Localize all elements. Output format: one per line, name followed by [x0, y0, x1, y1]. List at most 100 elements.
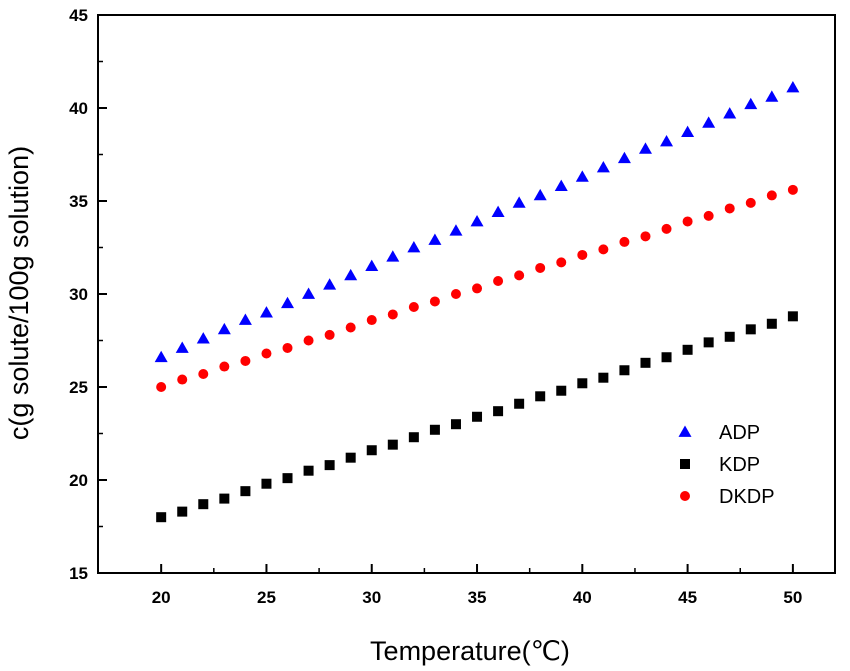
data-point-adp [491, 205, 505, 218]
data-point-dkdp [282, 342, 293, 353]
y-tick-label: 45 [69, 6, 88, 25]
data-point-dkdp [303, 335, 314, 346]
x-tick-label: 50 [783, 588, 802, 607]
legend-label-adp: ADP [719, 422, 760, 444]
data-point-adp [765, 90, 779, 102]
data-point-kdp [303, 465, 314, 476]
data-point-dkdp [261, 348, 272, 359]
data-point-dkdp [661, 223, 672, 234]
data-point-adp [744, 97, 758, 110]
y-axis-ticks: 15 20 25 30 35 40 45 [69, 6, 107, 583]
data-point-kdp [387, 439, 398, 450]
x-tick-label: 30 [362, 588, 381, 607]
data-point-adp [596, 161, 610, 173]
data-point-kdp [177, 506, 188, 517]
data-point-dkdp [366, 315, 377, 326]
data-point-adp [470, 214, 484, 227]
y-tick-label: 40 [69, 99, 88, 118]
x-tick-label: 20 [152, 588, 171, 607]
series-layer [154, 81, 800, 523]
data-point-adp [323, 278, 337, 290]
y-tick-label: 35 [69, 192, 88, 211]
data-point-kdp [745, 324, 756, 335]
data-point-dkdp [198, 368, 209, 379]
legend-marker-kdp [680, 459, 690, 469]
data-point-kdp [787, 311, 798, 322]
y-tick-label: 30 [69, 285, 88, 304]
data-point-adp [660, 134, 674, 147]
data-point-dkdp [619, 236, 630, 247]
x-tick-label: 45 [678, 588, 697, 607]
x-axis-ticks: 20 25 30 35 40 45 50 [152, 564, 802, 607]
data-point-adp [238, 313, 252, 325]
data-point-kdp [219, 493, 230, 504]
data-point-adp [217, 322, 231, 335]
data-point-dkdp [408, 302, 419, 313]
data-point-kdp [640, 357, 651, 368]
data-point-adp [617, 151, 631, 164]
x-tick-label: 40 [573, 588, 592, 607]
data-point-kdp [345, 452, 356, 463]
x-tick-label: 35 [468, 588, 487, 607]
data-point-kdp [324, 460, 335, 471]
data-point-adp [175, 341, 189, 353]
data-point-kdp [261, 478, 272, 489]
y-tick-label: 20 [69, 471, 88, 490]
series-dkdp [156, 184, 798, 392]
data-point-dkdp [345, 322, 356, 333]
data-point-kdp [198, 499, 209, 510]
x-axis-title: Temperature(℃) [370, 636, 570, 666]
data-point-adp [302, 287, 316, 299]
data-point-kdp [682, 344, 693, 355]
data-point-dkdp [450, 289, 461, 299]
data-point-dkdp [724, 203, 735, 214]
data-point-dkdp [493, 275, 504, 286]
data-point-kdp [535, 391, 546, 402]
data-point-dkdp [324, 329, 335, 340]
data-point-kdp [240, 486, 251, 497]
data-point-kdp [472, 411, 483, 422]
data-point-kdp [450, 419, 461, 430]
data-point-adp [786, 81, 800, 93]
data-point-dkdp [429, 296, 440, 307]
data-point-kdp [366, 445, 377, 456]
data-point-dkdp [514, 270, 525, 281]
data-point-kdp [556, 385, 567, 396]
data-point-dkdp [640, 231, 651, 242]
data-point-adp [428, 233, 442, 245]
data-point-dkdp [219, 361, 230, 372]
data-point-adp [533, 188, 547, 201]
data-point-adp [196, 332, 210, 344]
data-point-dkdp [177, 374, 188, 385]
data-point-dkdp [156, 382, 167, 392]
data-point-adp [702, 116, 716, 128]
data-point-dkdp [472, 283, 483, 294]
data-point-adp [154, 350, 168, 363]
data-point-dkdp [535, 262, 546, 273]
data-point-dkdp [766, 190, 777, 201]
data-point-kdp [156, 512, 167, 523]
data-point-kdp [598, 372, 609, 383]
legend-marker-adp [678, 425, 692, 437]
data-point-adp [681, 125, 695, 138]
series-kdp [156, 311, 798, 523]
data-point-dkdp [387, 309, 398, 320]
data-point-dkdp [703, 210, 714, 221]
data-point-dkdp [787, 184, 798, 195]
legend-marker-dkdp [680, 491, 690, 501]
legend-label-dkdp: DKDP [719, 486, 775, 508]
data-point-dkdp [598, 244, 609, 255]
series-adp [154, 81, 800, 363]
legend-label-kdp: KDP [719, 454, 760, 476]
data-point-kdp [282, 473, 293, 484]
data-point-adp [365, 259, 379, 271]
data-point-kdp [514, 398, 525, 409]
data-point-dkdp [556, 257, 567, 268]
data-point-adp [575, 170, 589, 182]
data-point-kdp [429, 424, 440, 435]
data-point-dkdp [745, 197, 756, 208]
data-point-dkdp [240, 355, 251, 366]
data-point-kdp [408, 432, 419, 443]
data-point-adp [554, 179, 568, 191]
